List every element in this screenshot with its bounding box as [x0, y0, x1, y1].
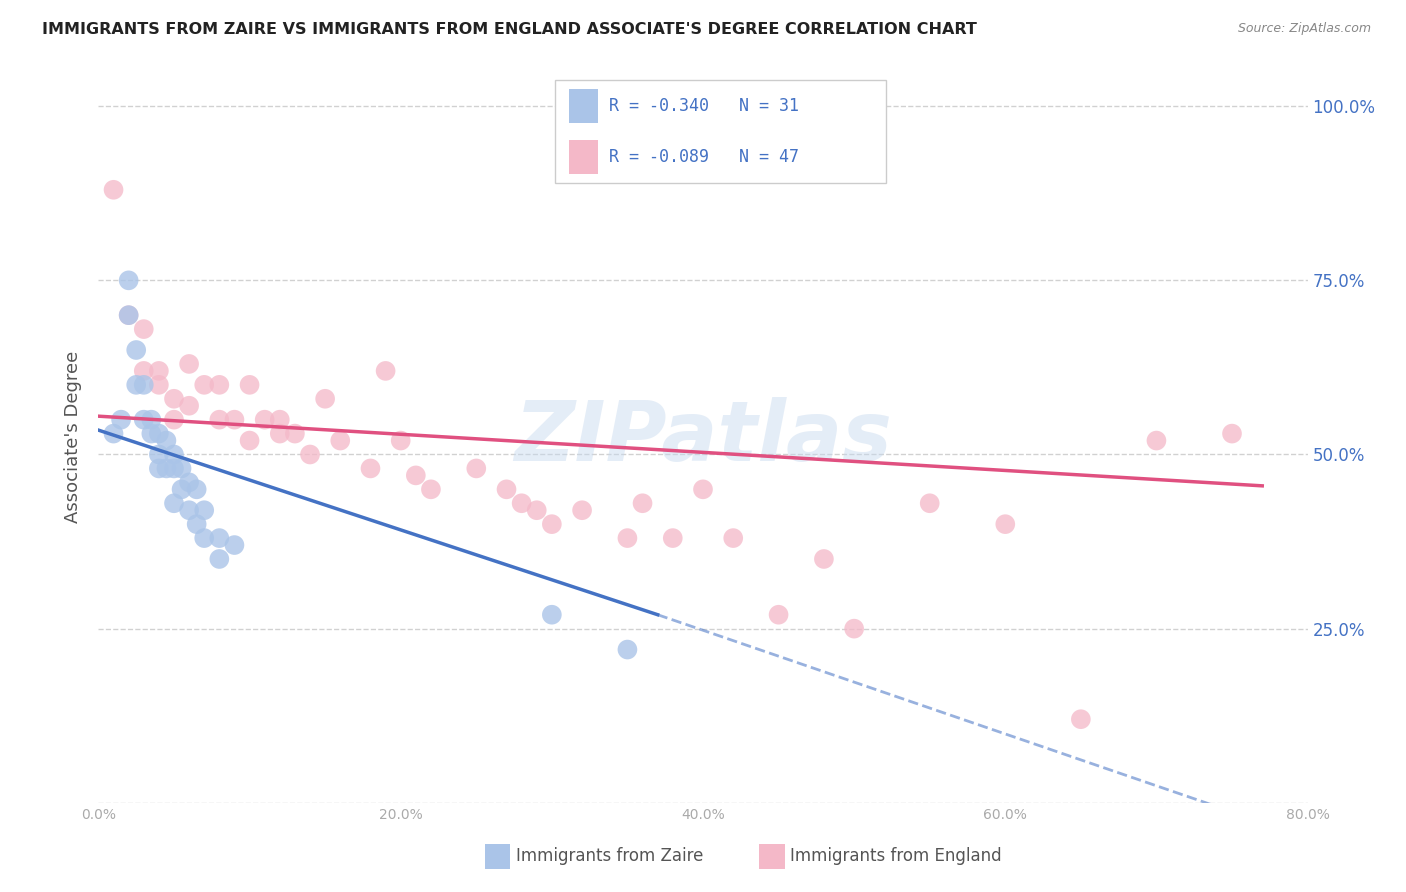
Point: [148, 448, 170, 462]
Point: [918, 496, 941, 510]
Point: [661, 531, 683, 545]
Point: [179, 475, 201, 490]
Point: [208, 377, 231, 392]
Point: [374, 364, 396, 378]
Text: R = -0.340   N = 31: R = -0.340 N = 31: [609, 97, 799, 115]
Point: [193, 377, 215, 392]
Point: [208, 531, 231, 545]
Point: [141, 412, 163, 426]
Point: [148, 377, 170, 392]
Text: Source: ZipAtlas.com: Source: ZipAtlas.com: [1237, 22, 1371, 36]
Point: [118, 273, 141, 287]
Point: [1070, 712, 1092, 726]
Point: [224, 538, 246, 552]
Point: [495, 483, 517, 497]
Y-axis label: Associate's Degree: Associate's Degree: [65, 351, 83, 524]
Point: [616, 642, 638, 657]
Point: [813, 552, 835, 566]
Point: [510, 496, 533, 510]
Point: [253, 412, 276, 426]
Point: [540, 517, 562, 532]
Point: [269, 412, 291, 426]
Point: [465, 461, 488, 475]
Text: ZIPatlas: ZIPatlas: [515, 397, 891, 477]
Text: IMMIGRANTS FROM ZAIRE VS IMMIGRANTS FROM ENGLAND ASSOCIATE'S DEGREE CORRELATION : IMMIGRANTS FROM ZAIRE VS IMMIGRANTS FROM…: [42, 22, 977, 37]
Point: [179, 399, 201, 413]
Point: [208, 552, 231, 566]
Point: [148, 364, 170, 378]
Point: [110, 412, 132, 426]
Point: [844, 622, 866, 636]
Point: [269, 426, 291, 441]
Point: [103, 426, 125, 441]
Point: [132, 377, 155, 392]
Point: [329, 434, 352, 448]
Point: [420, 483, 443, 497]
Text: R = -0.089   N = 47: R = -0.089 N = 47: [609, 148, 799, 166]
Point: [179, 357, 201, 371]
Point: [155, 461, 177, 475]
Point: [163, 448, 186, 462]
Point: [224, 412, 246, 426]
Point: [1144, 434, 1167, 448]
Point: [118, 308, 141, 322]
Point: [163, 412, 186, 426]
Point: [132, 364, 155, 378]
Point: [170, 461, 193, 475]
Point: [179, 503, 201, 517]
Point: [526, 503, 548, 517]
Point: [125, 377, 148, 392]
Text: Immigrants from Zaire: Immigrants from Zaire: [516, 847, 703, 865]
Point: [239, 377, 262, 392]
Point: [540, 607, 562, 622]
Point: [148, 461, 170, 475]
Point: [284, 426, 307, 441]
Point: [125, 343, 148, 357]
Point: [616, 531, 638, 545]
Point: [103, 183, 125, 197]
Point: [299, 448, 322, 462]
Point: [994, 517, 1017, 532]
Point: [360, 461, 382, 475]
Point: [692, 483, 714, 497]
Point: [389, 434, 412, 448]
Point: [314, 392, 336, 406]
Point: [170, 483, 193, 497]
Point: [768, 607, 790, 622]
Point: [405, 468, 427, 483]
Point: [141, 426, 163, 441]
Point: [132, 412, 155, 426]
Point: [163, 461, 186, 475]
Point: [163, 392, 186, 406]
Point: [148, 426, 170, 441]
Point: [163, 496, 186, 510]
Point: [132, 322, 155, 336]
Point: [155, 434, 177, 448]
Point: [193, 531, 215, 545]
Point: [239, 434, 262, 448]
Point: [208, 412, 231, 426]
Point: [723, 531, 745, 545]
Point: [186, 517, 208, 532]
Text: Immigrants from England: Immigrants from England: [790, 847, 1002, 865]
Point: [571, 503, 593, 517]
Point: [193, 503, 215, 517]
Point: [1220, 426, 1243, 441]
Point: [186, 483, 208, 497]
Point: [631, 496, 654, 510]
Point: [118, 308, 141, 322]
